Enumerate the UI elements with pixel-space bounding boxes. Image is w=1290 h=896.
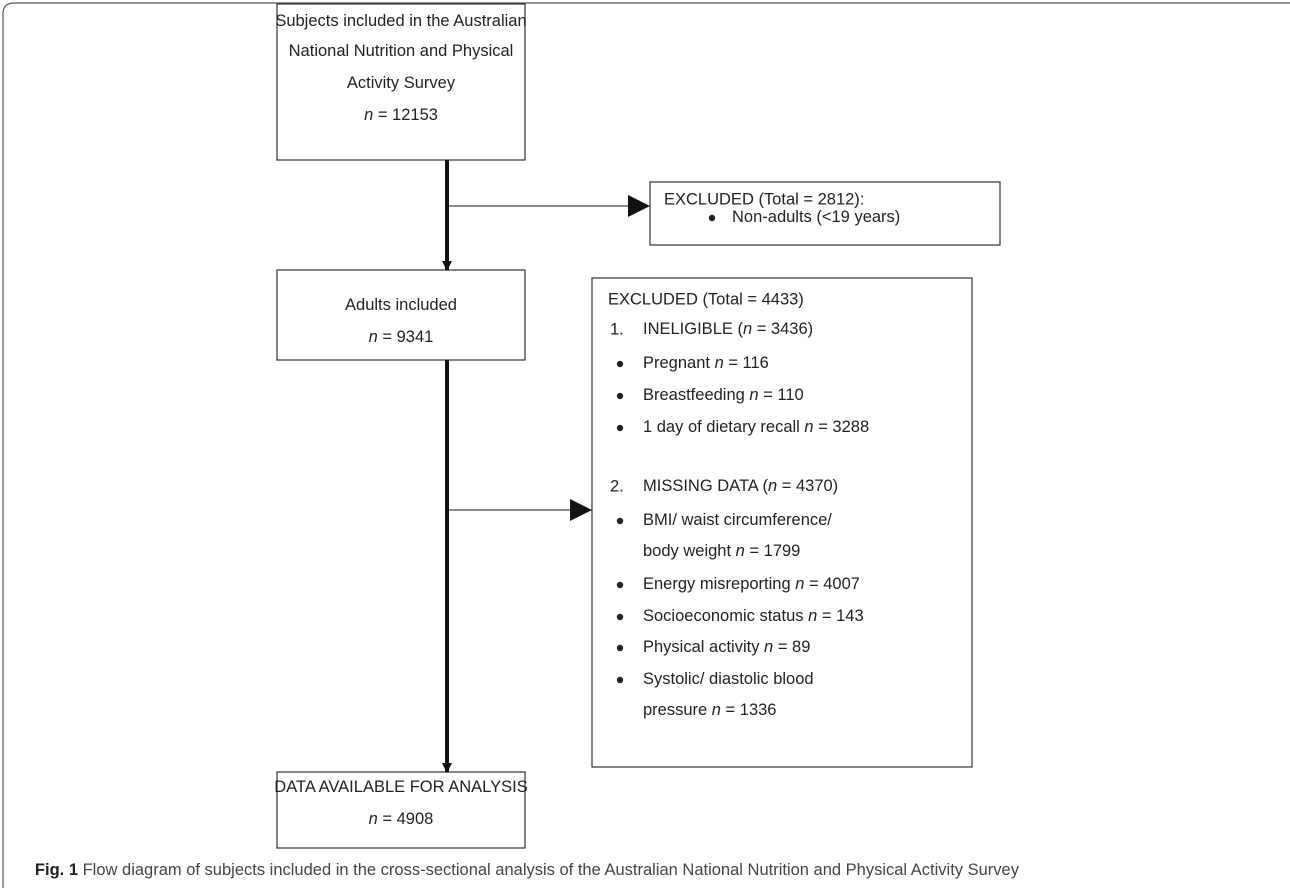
text-segment: Systolic/ diastolic blood xyxy=(643,670,814,688)
text-segment: INELIGIBLE ( xyxy=(643,320,743,338)
text-segment: = 4370) xyxy=(777,477,838,495)
exclusion-title: EXCLUDED (Total = 2812): xyxy=(664,190,864,208)
text-segment: Energy misreporting xyxy=(643,575,795,593)
text-segment: Adults included xyxy=(345,296,457,314)
text-line: National Nutrition and Physical xyxy=(289,42,514,60)
text-line: n = 9341 xyxy=(369,328,434,346)
italic-symbol: n xyxy=(364,106,373,124)
text-segment: = 116 xyxy=(724,354,769,372)
bullet xyxy=(708,214,716,222)
text-segment: body weight xyxy=(643,542,736,560)
italic-symbol: n xyxy=(736,542,745,560)
italic-symbol: n xyxy=(804,418,813,436)
text-segment: BMI/ waist circumference/ xyxy=(643,511,832,529)
text-segment: = 1799 xyxy=(745,542,801,560)
exclusion-box xyxy=(649,181,1001,246)
text-line: Physical activity n = 89 xyxy=(643,638,810,656)
item-number: 2. xyxy=(610,477,624,495)
text-line: Pregnant n = 116 xyxy=(643,354,769,372)
text-segment: pressure xyxy=(643,701,712,719)
caption-text: Flow diagram of subjects included in the… xyxy=(78,861,1020,879)
text-line: Non-adults (<19 years) xyxy=(732,208,900,226)
italic-symbol: n xyxy=(764,638,773,656)
text-line: INELIGIBLE (n = 3436) xyxy=(643,320,813,338)
caption-label: Fig. 1 xyxy=(35,861,78,879)
text-line: 1 day of dietary recall n = 3288 xyxy=(643,418,869,436)
text-line: Subjects included in the Australian xyxy=(275,12,526,30)
text-line: Energy misreporting n = 4007 xyxy=(643,575,860,593)
text-segment: MISSING DATA ( xyxy=(643,477,768,495)
italic-symbol: n xyxy=(369,810,378,828)
bullet xyxy=(616,581,624,589)
text-segment: = 89 xyxy=(773,638,810,656)
text-segment: Subjects included in the Australian xyxy=(275,12,526,30)
item-number: 1. xyxy=(610,320,624,338)
italic-symbol: n xyxy=(743,320,752,338)
bullet xyxy=(616,517,624,525)
text-line: pressure n = 1336 xyxy=(643,701,776,719)
bullet xyxy=(616,424,624,432)
frame-corner xyxy=(2,2,15,15)
italic-symbol: n xyxy=(712,701,721,719)
exclusion-box xyxy=(591,277,973,768)
italic-symbol: n xyxy=(795,575,804,593)
bullet xyxy=(616,392,624,400)
text-segment: = 4007 xyxy=(804,575,860,593)
text-line: body weight n = 1799 xyxy=(643,542,800,560)
text-line: Systolic/ diastolic blood xyxy=(643,670,814,688)
italic-symbol: n xyxy=(715,354,724,372)
text-segment: = 12153 xyxy=(373,106,438,124)
bullet xyxy=(616,360,624,368)
italic-symbol: n xyxy=(768,477,777,495)
text-segment: = 3436) xyxy=(752,320,813,338)
text-segment: = 4908 xyxy=(378,810,434,828)
node-box xyxy=(276,269,526,361)
bullet xyxy=(616,676,624,684)
exclusion-title: EXCLUDED (Total = 4433) xyxy=(608,290,804,308)
text-line: Breastfeeding n = 110 xyxy=(643,386,804,404)
text-line: MISSING DATA (n = 4370) xyxy=(643,477,838,495)
text-segment: = 110 xyxy=(759,386,804,404)
bullet xyxy=(616,644,624,652)
text-segment: 1 day of dietary recall xyxy=(643,418,804,436)
text-segment: = 143 xyxy=(817,607,863,625)
text-line: DATA AVAILABLE FOR ANALYSIS xyxy=(274,778,527,796)
text-line: n = 12153 xyxy=(364,106,438,124)
text-segment: = 1336 xyxy=(721,701,777,719)
text-segment: Activity Survey xyxy=(347,74,456,92)
text-line: Adults included xyxy=(345,296,457,314)
text-line: n = 4908 xyxy=(369,810,434,828)
text-segment: Physical activity xyxy=(643,638,764,656)
text-line: Activity Survey xyxy=(347,74,456,92)
text-line: BMI/ waist circumference/ xyxy=(643,511,832,529)
text-segment: Pregnant xyxy=(643,354,715,372)
node-box xyxy=(276,3,526,161)
caption: Fig. 1 Flow diagram of subjects included… xyxy=(12,861,1033,879)
text-segment: = 9341 xyxy=(378,328,434,346)
text-segment: Breastfeeding xyxy=(643,386,749,404)
text-segment: DATA AVAILABLE FOR ANALYSIS xyxy=(274,778,527,796)
italic-symbol: n xyxy=(369,328,378,346)
text-segment: = 3288 xyxy=(814,418,870,436)
text-segment: National Nutrition and Physical xyxy=(289,42,514,60)
bullet xyxy=(616,613,624,621)
text-segment: Socioeconomic status xyxy=(643,607,808,625)
text-line: Socioeconomic status n = 143 xyxy=(643,607,864,625)
italic-symbol: n xyxy=(808,607,817,625)
node-box xyxy=(276,771,526,849)
italic-symbol: n xyxy=(749,386,758,404)
text-segment: Non-adults (<19 years) xyxy=(732,208,900,226)
